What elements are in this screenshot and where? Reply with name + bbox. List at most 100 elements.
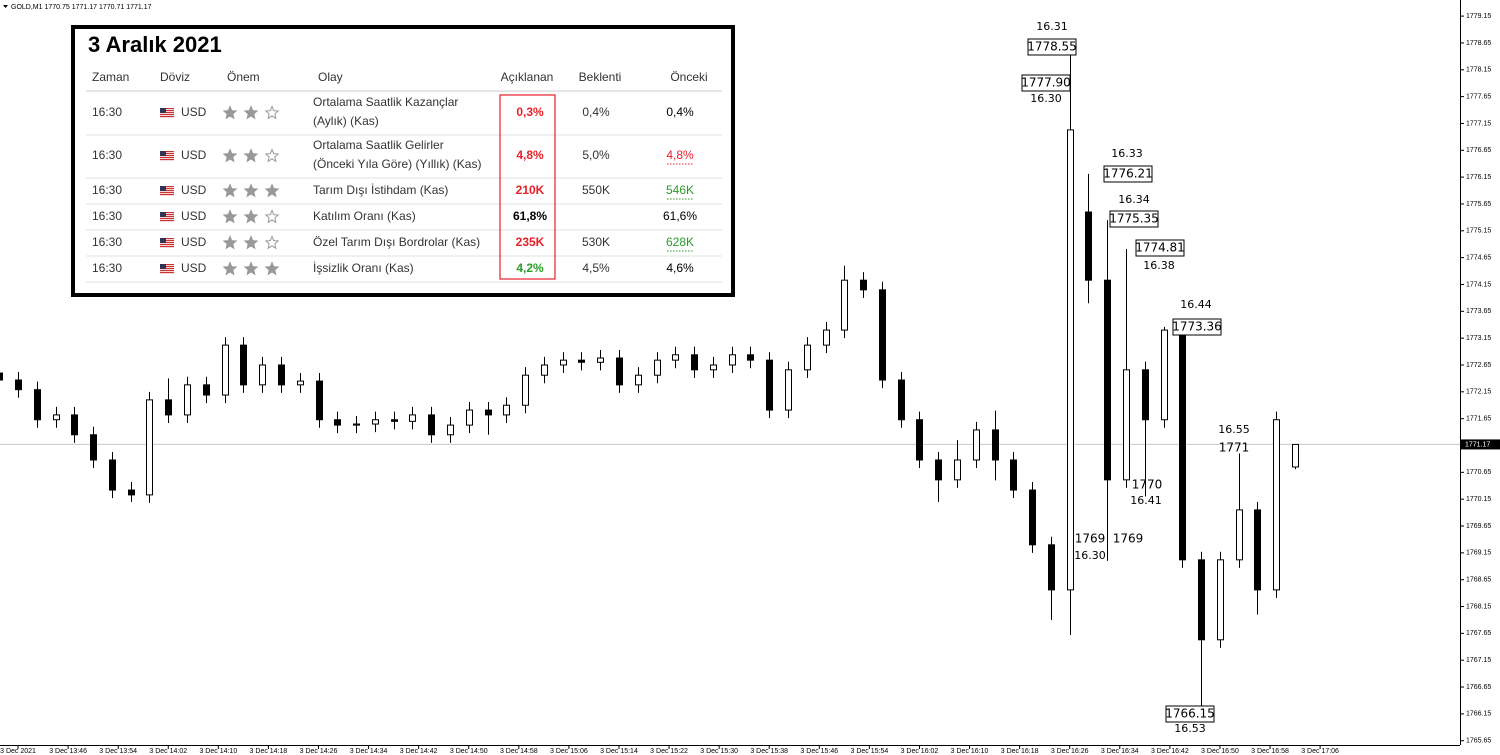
- column-header: Önem: [227, 70, 260, 84]
- importance-stars: [222, 105, 280, 120]
- candle-body: [1179, 329, 1186, 561]
- candle-body: [1161, 329, 1168, 421]
- annotation-box: [1027, 38, 1077, 56]
- event: İşsizlik Oranı (Kas): [313, 261, 414, 275]
- candle-body: [898, 379, 905, 421]
- actual: 4,8%: [516, 148, 544, 162]
- x-tick-label: 3 Dec 15:30: [700, 748, 738, 755]
- y-tick-label: 1777.15: [1466, 120, 1491, 127]
- importance-stars: [222, 148, 280, 163]
- candle-body: [879, 289, 886, 381]
- annotation-box: [1135, 239, 1185, 257]
- event: (Önceki Yıla Göre) (Yıllık) (Kas): [313, 157, 481, 171]
- annotation: 1766.15: [1165, 707, 1215, 721]
- event: Ortalama Saatlik Gelirler: [313, 138, 444, 152]
- actual: 235K: [516, 235, 545, 249]
- forecast: 4,5%: [582, 261, 610, 275]
- time: 16:30: [92, 148, 122, 162]
- flag-stripe: [160, 240, 174, 242]
- time: 16:30: [92, 261, 122, 275]
- y-tick-label: 1776.15: [1466, 174, 1491, 181]
- candle-body: [691, 354, 698, 371]
- flag-stripe: [160, 194, 174, 196]
- us-flag: [160, 108, 174, 118]
- candle-body: [1254, 509, 1261, 591]
- candle-body: [297, 380, 304, 386]
- us-flag: [160, 238, 174, 248]
- flag-stripe: [160, 216, 174, 218]
- star: [264, 209, 280, 224]
- currency: USD: [181, 105, 207, 119]
- candle-body: [1048, 544, 1055, 591]
- candle-body: [278, 364, 285, 386]
- actual: 0,3%: [516, 105, 544, 119]
- x-tick-label: 3 Dec 14:42: [400, 748, 438, 755]
- y-tick-label: 1774.65: [1466, 254, 1491, 261]
- flag-stripe: [160, 108, 174, 110]
- candle-body: [53, 414, 60, 421]
- star: [264, 261, 280, 276]
- column-header: Olay: [318, 70, 343, 84]
- calendar: 3 Aralık 2021 Zaman Döviz Önem Olay Açıklana…: [71, 25, 735, 297]
- flag-stripe: [160, 242, 174, 244]
- candle-body: [541, 364, 548, 376]
- y-tick-label: 1776.65: [1466, 147, 1491, 154]
- currency: USD: [181, 261, 207, 275]
- annotation: 16.53: [1174, 722, 1206, 735]
- annotation: 16.44: [1180, 298, 1212, 311]
- candle-body: [954, 459, 961, 481]
- candle-body: [747, 354, 754, 361]
- candle-body: [635, 374, 642, 386]
- annotation-box: [1172, 318, 1222, 336]
- flag-stripe: [160, 264, 174, 266]
- flag-stripe: [160, 186, 174, 188]
- flag-stripe: [160, 116, 174, 118]
- candle-body: [1236, 509, 1243, 561]
- annotation: 16.30: [1074, 549, 1106, 562]
- candle-body: [203, 384, 210, 396]
- candle-body: [109, 459, 116, 491]
- y-tick-label: 1778.65: [1466, 40, 1491, 47]
- x-tick-label: 3 Dec 15:54: [851, 748, 889, 755]
- previous: 546K: [666, 183, 694, 197]
- flag-canton: [160, 108, 166, 113]
- actual: 61,8%: [513, 209, 547, 223]
- x-tick-label: 3 Dec 15:22: [650, 748, 688, 755]
- candle-body: [729, 354, 736, 366]
- candle-body: [860, 279, 867, 291]
- candle-body: [1104, 279, 1111, 481]
- candle-body: [935, 459, 942, 481]
- flag-stripe: [160, 153, 174, 155]
- candle-body: [240, 344, 247, 386]
- candle-body: [710, 364, 717, 371]
- annotation: 16.38: [1143, 259, 1175, 272]
- x-tick-label: 3 Dec 16:02: [901, 748, 939, 755]
- annotation-box: [1165, 705, 1215, 723]
- symbol-header: GOLD,M1 1770.75 1771.17 1770.71 1771.17: [11, 4, 152, 11]
- actual: 4,2%: [516, 261, 544, 275]
- candle-body: [1067, 129, 1074, 591]
- candle-body: [485, 409, 492, 416]
- star: [264, 105, 280, 120]
- star: [222, 235, 238, 250]
- current-price-tag: [1461, 439, 1500, 450]
- star: [243, 105, 259, 120]
- y-tick-label: 1769.15: [1466, 550, 1491, 557]
- flag-canton: [160, 238, 166, 243]
- y-tick-label: 1778.15: [1466, 67, 1491, 74]
- y-tick-label: 1766.15: [1466, 711, 1491, 718]
- annotation: 16.55: [1218, 423, 1250, 436]
- flag-canton: [160, 212, 166, 217]
- flag-stripe: [160, 246, 174, 248]
- candle-body: [1273, 419, 1280, 591]
- y-tick-label: 1770.15: [1466, 496, 1491, 503]
- candle-body: [672, 354, 679, 361]
- star: [222, 261, 238, 276]
- annotation-box: [1021, 74, 1071, 92]
- y-tick-label: 1772.65: [1466, 362, 1491, 369]
- menu-arrow: [3, 5, 8, 8]
- x-tick-label: 3 Dec 15:46: [800, 748, 838, 755]
- importance-stars: [222, 183, 280, 198]
- candle-body: [654, 359, 661, 376]
- column-header: Zaman: [92, 70, 129, 84]
